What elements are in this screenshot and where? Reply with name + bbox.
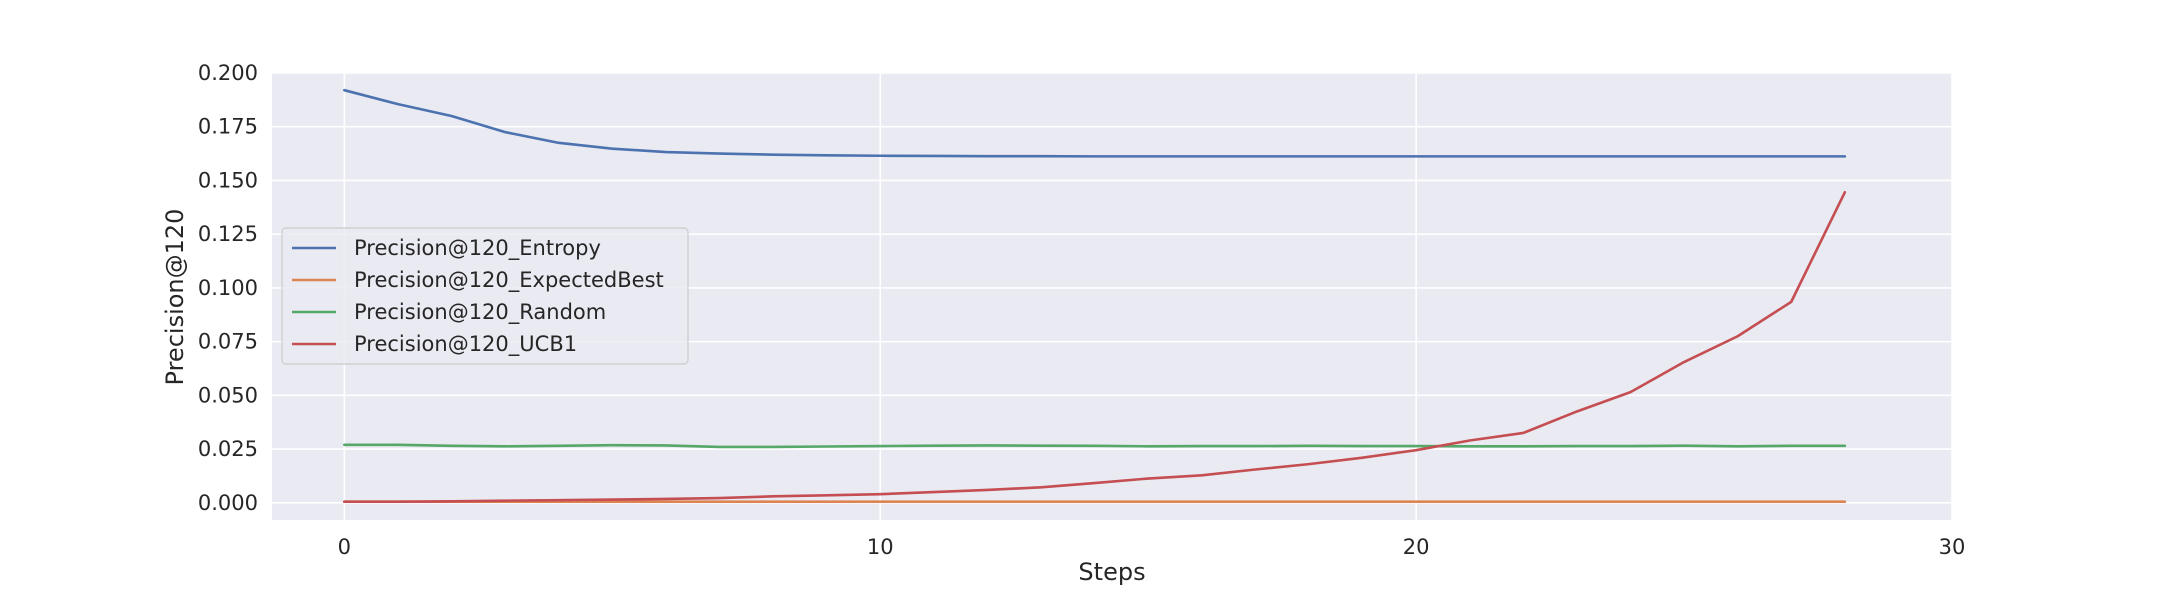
legend-label-precision-120-random: Precision@120_Random <box>354 300 606 325</box>
y-tick-label: 0.150 <box>198 168 258 192</box>
y-axis-label: Precision@120 <box>161 209 189 386</box>
y-tick-label: 0.075 <box>198 330 258 354</box>
x-tick-label: 20 <box>1403 535 1430 559</box>
series-line-precision-120-entropy <box>343 88 1847 158</box>
y-tick-label: 0.125 <box>198 222 258 246</box>
y-tick-label: 0.200 <box>198 61 258 85</box>
legend-label-precision-120-ucb1: Precision@120_UCB1 <box>354 332 577 357</box>
x-tick-label: 0 <box>338 535 351 559</box>
series-line-precision-120-ucb1 <box>343 190 1847 504</box>
x-axis-ticks: 0 10 20 30 <box>338 535 1966 559</box>
y-tick-label: 0.025 <box>198 437 258 461</box>
series-lines <box>343 88 1847 504</box>
legend-box <box>281 227 689 365</box>
y-tick-label: 0.050 <box>198 383 258 407</box>
legend: Precision@120_Entropy Precision@120_Expec… <box>281 227 689 365</box>
x-tick-label: 10 <box>867 535 894 559</box>
legend-label-precision-120-entropy: Precision@120_Entropy <box>354 236 601 261</box>
legend-label-precision-120-expectedbest: Precision@120_ExpectedBest <box>354 268 664 293</box>
series-line-precision-120-random <box>343 443 1847 449</box>
y-tick-label: 0.175 <box>198 115 258 139</box>
x-axis-label: Steps <box>1078 558 1145 586</box>
x-tick-label: 30 <box>1939 535 1966 559</box>
y-axis-ticks: 0.000 0.025 0.050 0.075 0.100 0.125 0.150 0.175… <box>198 61 258 515</box>
y-tick-label: 0.100 <box>198 276 258 300</box>
y-tick-label: 0.000 <box>198 491 258 515</box>
